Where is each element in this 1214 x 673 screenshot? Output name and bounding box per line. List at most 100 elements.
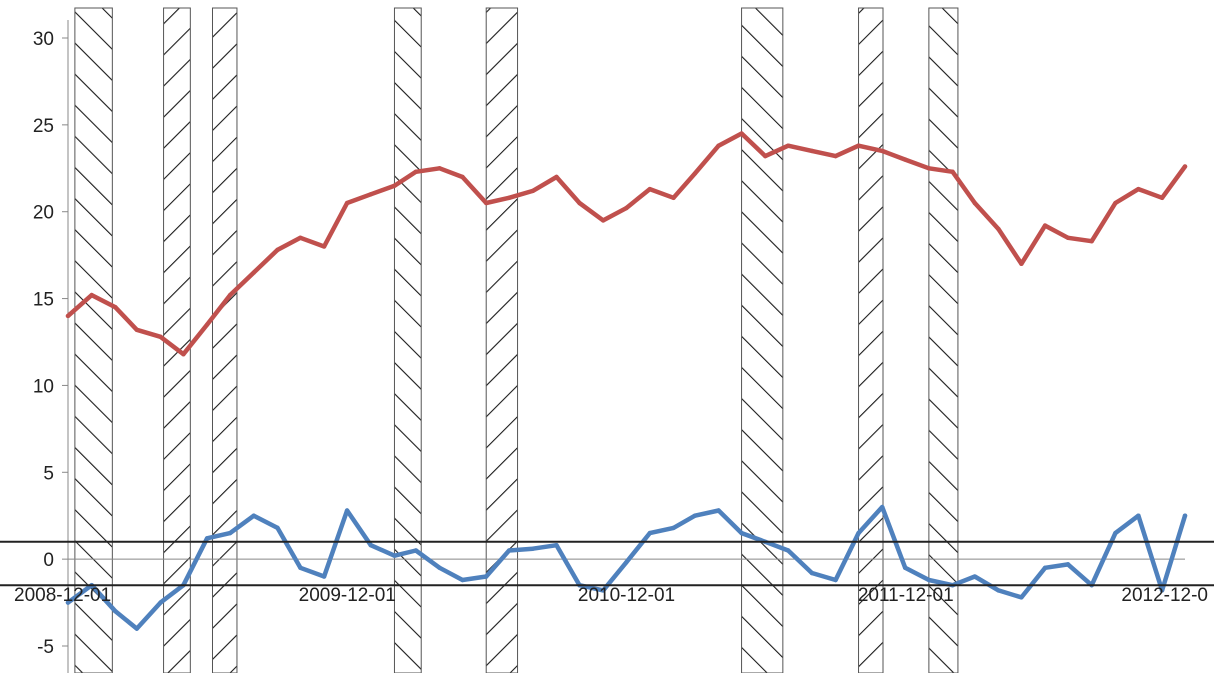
series-1-point <box>65 600 71 605</box>
series-0-point <box>1113 200 1118 206</box>
x-tick-label: 2009-12-01 <box>299 585 396 606</box>
series-1-point <box>786 548 791 553</box>
series-1-point <box>227 530 233 536</box>
x-tick-label: 2008-12-01 <box>14 585 111 606</box>
series-1-point <box>809 570 815 576</box>
series-0-point <box>506 195 512 201</box>
series-1-point <box>158 600 163 605</box>
series-1-point <box>692 513 698 518</box>
series-1-point <box>484 574 489 579</box>
series-0-point <box>833 153 838 159</box>
series-0-point <box>600 218 606 223</box>
series-0-point <box>950 169 955 174</box>
series-0-point <box>880 148 885 154</box>
shaded-region-5 <box>741 7 784 673</box>
series-0-point <box>786 143 791 148</box>
y-tick-label: 0 <box>43 550 54 571</box>
series-0-point <box>344 200 350 206</box>
series-1-point <box>321 574 327 579</box>
series-1-point <box>460 577 465 583</box>
series-1-point <box>671 525 676 531</box>
y-tick-label: 10 <box>33 376 54 397</box>
series-1-point <box>996 588 1001 593</box>
series-1-point <box>1042 565 1048 571</box>
shaded-region-7 <box>928 7 959 673</box>
series-0-point <box>113 305 118 310</box>
series-1-point <box>506 548 512 553</box>
series-1-point <box>437 565 442 571</box>
series-0-point <box>1019 261 1024 267</box>
series-0-point <box>1159 195 1165 201</box>
x-tick-label: 2010-12-01 <box>578 585 675 606</box>
series-1-point <box>1159 588 1165 593</box>
series-0-point <box>484 200 489 206</box>
series-0-point <box>298 235 303 240</box>
x-tick-labels: 2008-12-01 2009-12-01 2010-12-01 2011-12-01… <box>14 585 1208 606</box>
y-tick-label: 5 <box>43 463 54 484</box>
y-tick-label: 15 <box>33 290 54 311</box>
series-0-point <box>1089 239 1094 244</box>
series-0-point <box>321 244 327 249</box>
series-1-point <box>600 588 606 593</box>
series-1-point <box>530 546 536 551</box>
x-tick-label: 2012-12-0 <box>1121 585 1208 606</box>
series-0-point <box>926 166 932 171</box>
series-0-point <box>671 195 676 201</box>
series-1-point <box>880 504 885 510</box>
series-1-point <box>1065 562 1071 567</box>
y-tick-label: 20 <box>33 203 54 224</box>
series-1-point <box>275 525 280 531</box>
series-1-point <box>623 560 629 565</box>
series-1-point <box>902 565 908 571</box>
series-1-point <box>298 565 303 571</box>
series-0-point <box>856 143 861 148</box>
series-0-point <box>89 292 94 298</box>
shaded-region-4 <box>485 7 519 673</box>
series-1-point <box>856 530 861 536</box>
series-0-point <box>972 200 977 206</box>
shaded-region-6 <box>858 7 884 673</box>
series-0-point <box>577 200 582 206</box>
series-0-point <box>554 174 559 180</box>
series-0-point <box>692 171 698 176</box>
shaded-region-2 <box>211 7 238 673</box>
series-1-point <box>972 574 977 579</box>
series-0-point <box>530 188 536 194</box>
shaded-region-0 <box>74 7 113 673</box>
series-0-point <box>623 206 629 211</box>
series-1-point <box>1136 513 1141 518</box>
series-1-point <box>1113 530 1118 536</box>
series-0-point <box>996 226 1001 232</box>
series-0-point <box>647 186 653 192</box>
series-0-point <box>763 153 768 159</box>
series-1-point <box>368 543 373 548</box>
series-0-point <box>437 166 442 171</box>
series-1-point <box>716 508 721 513</box>
series-1-point <box>251 513 256 518</box>
series-0-point <box>1042 223 1048 228</box>
series-1-point <box>392 553 397 558</box>
series-0-point <box>134 327 140 333</box>
y-axis: 30 25 20 15 10 5 0 -5 <box>33 20 69 673</box>
series-0-point <box>902 157 908 162</box>
series-0-point <box>65 313 71 319</box>
series-group <box>65 131 1188 631</box>
series-0-point <box>251 270 256 275</box>
series-1-point <box>926 577 932 583</box>
series-1-point <box>413 548 419 553</box>
series-1-point <box>1182 513 1188 518</box>
series-0-point <box>227 292 233 298</box>
series-0-point <box>275 247 280 253</box>
series-1-point <box>134 626 140 631</box>
series-0-point <box>1065 235 1071 240</box>
series-0-point <box>181 351 186 357</box>
series-0-point <box>413 169 419 174</box>
x-tick-label: 2011-12-01 <box>858 585 954 606</box>
shaded-regions <box>74 7 959 673</box>
series-0-point <box>716 143 721 148</box>
series-0-point <box>392 183 397 188</box>
series-1-point <box>833 577 838 583</box>
series-1-point <box>739 530 744 536</box>
